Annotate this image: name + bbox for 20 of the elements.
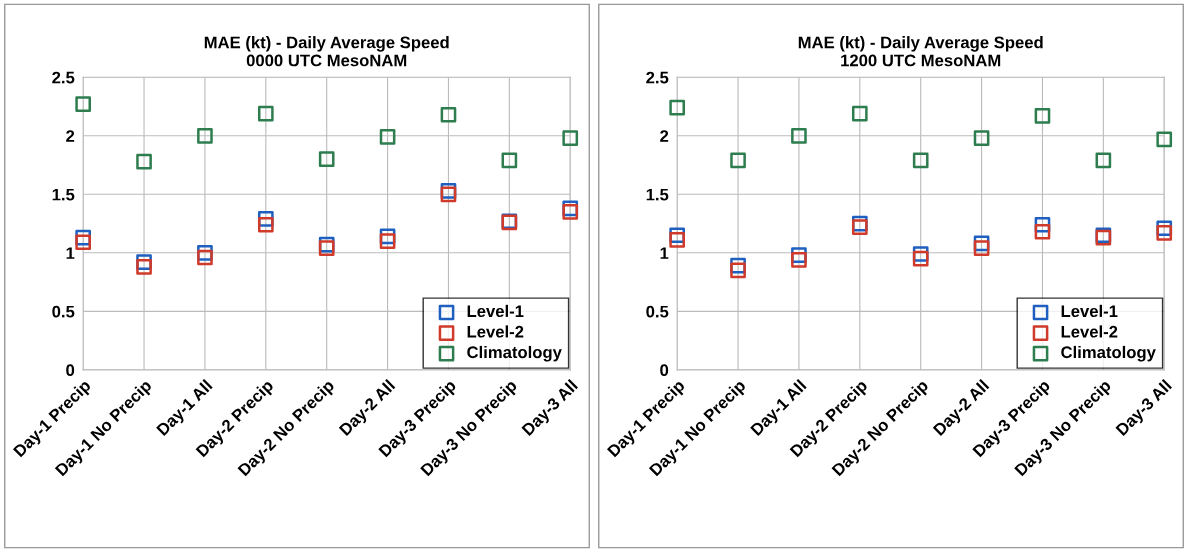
y-tick-label: 2 — [660, 130, 669, 142]
y-tick-label: 2.5 — [52, 71, 75, 84]
y-tick-label: 0 — [66, 364, 75, 377]
y-tick-label: 0.5 — [646, 305, 669, 318]
legend-label: Level-2 — [467, 325, 524, 338]
y-tick-label: 2 — [66, 130, 75, 142]
legend-label: Level-2 — [1061, 325, 1118, 338]
y-tick-label: 1.5 — [52, 188, 75, 201]
chart-title: MAE (kt) - Daily Average Speed 0000 UTC MesoNAM — [204, 36, 449, 67]
y-tick-label: 0.5 — [52, 305, 75, 318]
legend-label: Level-1 — [1061, 304, 1118, 318]
y-tick-label: 2.5 — [646, 71, 669, 84]
legend-label: Climatology — [467, 345, 562, 362]
legend-label: Level-1 — [467, 304, 524, 318]
chart-title: MAE (kt) - Daily Average Speed 1200 UTC MesoNAM — [798, 36, 1043, 67]
y-tick-label: 1 — [66, 247, 75, 259]
legend-label: Climatology — [1061, 345, 1156, 362]
y-tick-label: 1.5 — [646, 188, 669, 201]
y-tick-label: 1 — [660, 247, 669, 259]
y-tick-label: 0 — [660, 364, 669, 377]
